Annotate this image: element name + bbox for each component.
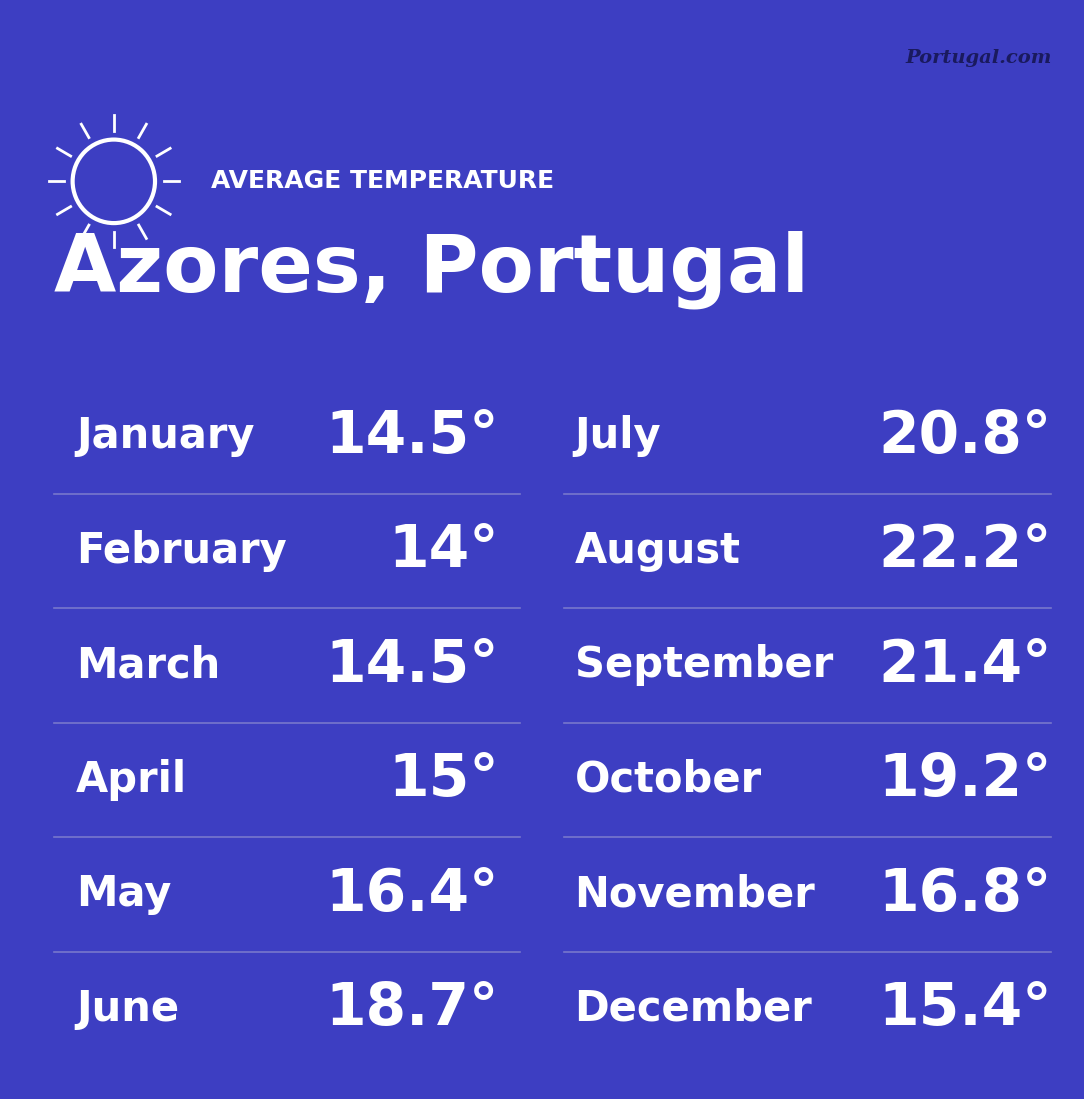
Text: August: August <box>575 530 740 571</box>
Text: 14°: 14° <box>388 522 499 579</box>
Text: 15°: 15° <box>388 752 499 809</box>
Text: June: June <box>76 988 179 1030</box>
Text: December: December <box>575 988 812 1030</box>
Text: 14.5°: 14.5° <box>325 636 499 693</box>
Text: 14.5°: 14.5° <box>325 408 499 465</box>
Text: 20.8°: 20.8° <box>878 408 1051 465</box>
Text: March: March <box>76 644 220 687</box>
Text: 15.4°: 15.4° <box>878 980 1051 1037</box>
Text: 22.2°: 22.2° <box>878 522 1051 579</box>
Text: Portugal.com: Portugal.com <box>905 49 1051 67</box>
Text: 16.4°: 16.4° <box>325 866 499 923</box>
Text: September: September <box>575 644 833 687</box>
Text: 18.7°: 18.7° <box>325 980 499 1037</box>
Text: November: November <box>575 874 815 915</box>
Text: 16.8°: 16.8° <box>878 866 1051 923</box>
Text: February: February <box>76 530 286 571</box>
Text: AVERAGE TEMPERATURE: AVERAGE TEMPERATURE <box>211 169 555 193</box>
Text: October: October <box>575 758 762 801</box>
Text: January: January <box>76 415 255 457</box>
Text: April: April <box>76 758 188 801</box>
Text: Azores, Portugal: Azores, Portugal <box>54 230 810 309</box>
Text: July: July <box>575 415 661 457</box>
Text: May: May <box>76 874 171 915</box>
Text: 19.2°: 19.2° <box>878 752 1051 809</box>
Text: 21.4°: 21.4° <box>878 636 1051 693</box>
